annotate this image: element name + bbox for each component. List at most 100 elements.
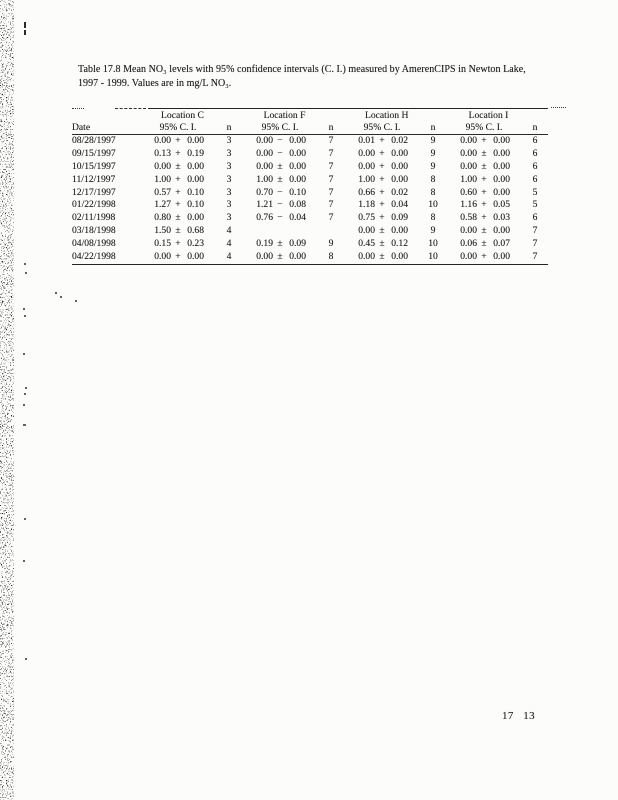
plus-minus-sign: ± bbox=[277, 173, 283, 185]
cell-n: 8 bbox=[430, 173, 436, 185]
plus-minus-sign: + bbox=[379, 186, 385, 198]
cell-n: 3 bbox=[226, 160, 232, 172]
n-column-header: n bbox=[328, 122, 334, 133]
plus-minus-sign: + bbox=[481, 173, 487, 185]
cell-mean: 0.00 bbox=[256, 160, 273, 172]
plus-minus-sign: + bbox=[379, 199, 385, 211]
cell-group-i: 0.00 +0.00 6 bbox=[458, 135, 560, 148]
plus-minus-sign: + bbox=[175, 135, 181, 146]
cell-group-i: 0.00 ±0.00 7 bbox=[458, 225, 560, 238]
cell-ci: 0.02 bbox=[391, 186, 408, 198]
cell-n: 8 bbox=[328, 251, 334, 263]
cell-group-c: 0.00 +0.00 3 bbox=[152, 135, 254, 148]
scan-mark bbox=[24, 22, 26, 35]
cell-mean: 0.00 bbox=[358, 251, 375, 263]
cell-date: 12/17/1997 bbox=[72, 186, 116, 198]
plus-minus-sign: ± bbox=[379, 238, 385, 250]
cell-n: 7 bbox=[328, 135, 334, 146]
cell-group-i: 0.58 +0.03 6 bbox=[458, 212, 560, 225]
n-column-header: n bbox=[532, 122, 538, 133]
cell-ci: 0.00 bbox=[493, 225, 510, 237]
cell-date: 08/28/1997 bbox=[72, 135, 116, 146]
plus-minus-sign: ± bbox=[175, 225, 181, 237]
cell-ci: 0.00 bbox=[187, 135, 204, 146]
cell-n: 9 bbox=[328, 238, 334, 250]
plus-minus-sign: + bbox=[379, 135, 385, 146]
table-header-rule bbox=[72, 134, 548, 135]
group-header-label: Location C bbox=[161, 110, 204, 121]
cell-mean: 0.76 bbox=[256, 212, 273, 224]
cell-mean: 1.27 bbox=[154, 199, 171, 211]
cell-n: 7 bbox=[328, 173, 334, 185]
plus-minus-sign: + bbox=[379, 173, 385, 185]
table-top-rule-dots-right bbox=[551, 107, 566, 108]
table-top-rule-dash bbox=[115, 108, 146, 109]
plus-minus-sign: ± bbox=[277, 251, 283, 263]
cell-group-h: 0.66 +0.02 8 bbox=[356, 187, 458, 200]
ci-column-header: 95% C. I. bbox=[363, 122, 401, 133]
cell-date: 04/08/1998 bbox=[72, 238, 116, 250]
cell-group-h: 0.00 ±0.00 10 bbox=[356, 251, 458, 264]
cell-mean: 0.00 bbox=[358, 225, 375, 237]
cell-date: 04/22/1998 bbox=[72, 251, 116, 263]
cell-ci: 0.00 bbox=[289, 173, 306, 185]
plus-minus-sign: − bbox=[277, 135, 283, 146]
plus-minus-sign: ± bbox=[481, 147, 487, 159]
cell-date: 11/12/1997 bbox=[72, 173, 116, 185]
cell-group-h: 0.00 +0.00 9 bbox=[356, 161, 458, 174]
plus-minus-sign: + bbox=[379, 160, 385, 172]
plus-minus-sign: ± bbox=[277, 160, 283, 172]
cell-mean: 1.16 bbox=[460, 199, 477, 211]
cell-group-h: 0.00 +0.00 9 bbox=[356, 148, 458, 161]
cell-n: 3 bbox=[226, 135, 232, 146]
table-body: 08/28/1997 0.00 +0.00 3 0.00−0.00 7 0.01 +0.… bbox=[72, 135, 560, 264]
cell-mean: 0.13 bbox=[154, 147, 171, 159]
cell-n: 7 bbox=[328, 147, 334, 159]
cell-ci: 0.07 bbox=[493, 238, 510, 250]
cell-ci: 0.00 bbox=[289, 135, 306, 146]
cell-n: 4 bbox=[226, 238, 232, 250]
plus-minus-sign: + bbox=[175, 251, 181, 263]
cell-mean: 0.00 bbox=[154, 251, 171, 263]
cell-n: 6 bbox=[532, 173, 538, 185]
cell-group-h: 0.00 ±0.00 9 bbox=[356, 225, 458, 238]
cell-n: 3 bbox=[226, 186, 232, 198]
table-group-header-row: Location C Location F Location H Locatio… bbox=[72, 110, 560, 121]
table-row: 09/15/1997 0.13 +0.19 3 0.00−0.00 7 0.00 +0.… bbox=[72, 148, 560, 161]
table-top-rule bbox=[148, 108, 548, 109]
cell-ci: 0.00 bbox=[187, 160, 204, 172]
cell-ci: 0.10 bbox=[187, 199, 204, 211]
table-row: 10/15/1997 0.00 ±0.00 3 0.00 ±0.00 7 0.00 +0.… bbox=[72, 161, 560, 174]
cell-ci: 0.09 bbox=[289, 238, 306, 250]
plus-minus-sign: ± bbox=[379, 251, 385, 263]
cell-group-f: 0.00−0.00 7 bbox=[254, 148, 356, 161]
cell-ci: 0.00 bbox=[187, 212, 204, 224]
cell-group-c: 0.15 +0.23 4 bbox=[152, 238, 254, 251]
date-column-header: Date bbox=[72, 122, 91, 133]
cell-mean: 0.70 bbox=[256, 186, 273, 198]
plus-minus-sign: − bbox=[277, 199, 283, 211]
cell-date: 09/15/1997 bbox=[72, 147, 116, 159]
plus-minus-sign: + bbox=[379, 147, 385, 159]
cell-group-f: 0.00−0.00 7 bbox=[254, 135, 356, 148]
cell-ci: 0.00 bbox=[289, 251, 306, 263]
cell-group-c: 0.57 +0.10 3 bbox=[152, 187, 254, 200]
cell-group-i: 0.60 +0.00 5 bbox=[458, 187, 560, 200]
cell-group-h: 1.18 +0.04 10 bbox=[356, 199, 458, 212]
table-row: 11/12/1997 1.00 +0.00 3 1.00 ±0.00 7 1.00 +0.… bbox=[72, 174, 560, 187]
cell-mean: 0.01 bbox=[358, 135, 375, 146]
cell-ci: 0.19 bbox=[187, 147, 204, 159]
cell-mean: 0.00 bbox=[460, 225, 477, 237]
cell-n: 7 bbox=[328, 186, 334, 198]
cell-n: 7 bbox=[328, 212, 334, 224]
cell-mean: 0.00 bbox=[256, 135, 273, 146]
cell-ci: 0.02 bbox=[391, 135, 408, 146]
cell-mean: 0.80 bbox=[154, 212, 171, 224]
cell-n: 4 bbox=[226, 225, 232, 237]
cell-mean: 0.00 bbox=[154, 160, 171, 172]
plus-minus-sign: + bbox=[481, 199, 487, 211]
cell-group-c: 0.00 +0.00 4 bbox=[152, 251, 254, 264]
cell-ci: 0.04 bbox=[391, 199, 408, 211]
cell-group-c: 1.27 +0.10 3 bbox=[152, 199, 254, 212]
cell-ci: 0.10 bbox=[187, 186, 204, 198]
